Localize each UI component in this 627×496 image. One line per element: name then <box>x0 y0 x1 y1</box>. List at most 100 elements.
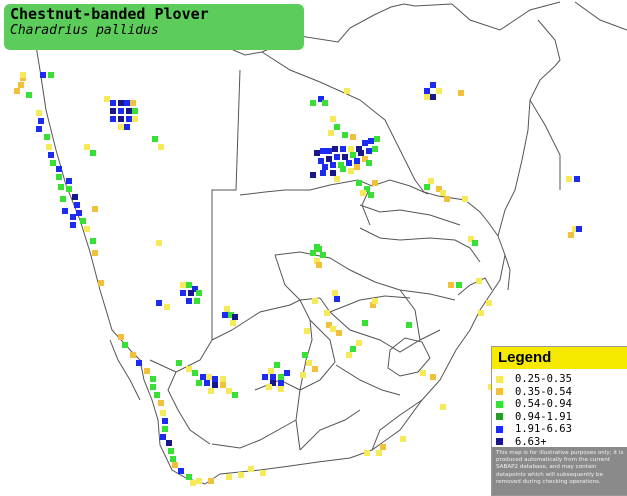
observation-cell <box>162 426 168 432</box>
observation-cell <box>462 196 468 202</box>
observation-cell <box>338 162 344 168</box>
observation-cell <box>326 156 332 162</box>
observation-cell <box>354 164 360 170</box>
observation-cell <box>44 134 50 140</box>
observation-cell <box>50 160 56 166</box>
observation-cell <box>332 146 338 152</box>
legend-range: 0.25-0.35 <box>515 373 572 386</box>
observation-cell <box>320 148 326 154</box>
legend-swatch <box>496 438 503 446</box>
observation-cell <box>92 206 98 212</box>
observation-cell <box>316 262 322 268</box>
legend-range: 6.63+ <box>515 435 547 448</box>
observation-cell <box>566 176 572 182</box>
observation-cell <box>46 144 52 150</box>
legend-swatch <box>496 413 503 421</box>
observation-cell <box>158 400 164 406</box>
observation-cell <box>406 322 412 328</box>
legend-item: 0.54-0.94 <box>492 398 627 411</box>
legend-item: 0.35-0.54 <box>492 386 627 399</box>
observation-cell <box>76 210 82 216</box>
observation-cell <box>110 100 116 106</box>
observation-cell <box>164 304 170 310</box>
observation-cell <box>284 370 290 376</box>
observation-cell <box>472 240 478 246</box>
observation-cell <box>74 202 80 208</box>
observation-cell <box>224 306 230 312</box>
observation-cell <box>130 352 136 358</box>
observation-cell <box>110 116 116 122</box>
observation-cell <box>372 180 378 186</box>
observation-cell <box>152 136 158 142</box>
observation-cell <box>300 372 306 378</box>
observation-cell <box>158 144 164 150</box>
observation-cell <box>320 252 326 258</box>
observation-cell <box>70 222 76 228</box>
observation-cell <box>330 116 336 122</box>
observation-cell <box>430 82 436 88</box>
observation-cell <box>70 214 76 220</box>
observation-cell <box>310 100 316 106</box>
observation-cell <box>90 238 96 244</box>
observation-cell <box>126 116 132 122</box>
observation-cell <box>278 380 284 386</box>
observation-cell <box>132 108 138 114</box>
observation-cell <box>336 330 342 336</box>
observation-cell <box>56 166 62 172</box>
observation-cell <box>118 108 124 114</box>
observation-cell <box>468 236 474 242</box>
observation-cell <box>212 376 218 382</box>
observation-cell <box>196 290 202 296</box>
observation-cell <box>160 434 166 440</box>
observation-cell <box>110 108 116 114</box>
observation-cell <box>346 160 352 166</box>
observation-cell <box>178 468 184 474</box>
legend-title: Legend <box>492 347 627 369</box>
observation-cell <box>58 184 64 190</box>
observation-cell <box>60 196 66 202</box>
legend-list: 0.25-0.35 0.35-0.54 0.54-0.94 0.94-1.91 … <box>492 373 627 448</box>
observation-cell <box>156 300 162 306</box>
observation-cell <box>62 208 68 214</box>
observation-cell <box>160 410 166 416</box>
observation-cell <box>232 314 238 320</box>
observation-cell <box>304 328 310 334</box>
observation-cell <box>326 148 332 154</box>
observation-cell <box>362 156 368 162</box>
observation-cell <box>354 158 360 164</box>
observation-cell <box>344 88 350 94</box>
observation-cell <box>358 150 364 156</box>
observation-cell <box>192 286 198 292</box>
observation-cell <box>326 322 332 328</box>
observation-cell <box>228 312 234 318</box>
observation-cell <box>366 160 372 166</box>
observation-cell <box>576 226 582 232</box>
observation-cell <box>220 382 226 388</box>
observation-cell <box>170 456 176 462</box>
observation-cell <box>196 478 202 484</box>
observation-cell <box>80 218 86 224</box>
observation-cell <box>206 374 212 380</box>
observation-cell <box>310 172 316 178</box>
observation-cell <box>118 100 124 106</box>
observation-cell <box>322 100 328 106</box>
observation-cell <box>424 94 430 100</box>
observation-cell <box>194 298 200 304</box>
observation-cell <box>424 184 430 190</box>
observation-cell <box>568 232 574 238</box>
observation-cell <box>190 480 196 486</box>
observation-cell <box>334 154 340 160</box>
observation-cell <box>380 444 386 450</box>
legend-swatch <box>496 388 503 396</box>
observation-cell <box>48 152 54 158</box>
legend-item: 1.91-6.63 <box>492 423 627 436</box>
observation-cell <box>20 72 26 78</box>
observation-cell <box>66 178 72 184</box>
legend-item: 6.63+ <box>492 436 627 449</box>
observation-cell <box>226 388 232 394</box>
species-title-box: Chestnut-banded Plover Charadrius pallid… <box>4 4 304 50</box>
observation-cell <box>266 384 272 390</box>
observation-cell <box>144 368 150 374</box>
observation-cell <box>356 340 362 346</box>
